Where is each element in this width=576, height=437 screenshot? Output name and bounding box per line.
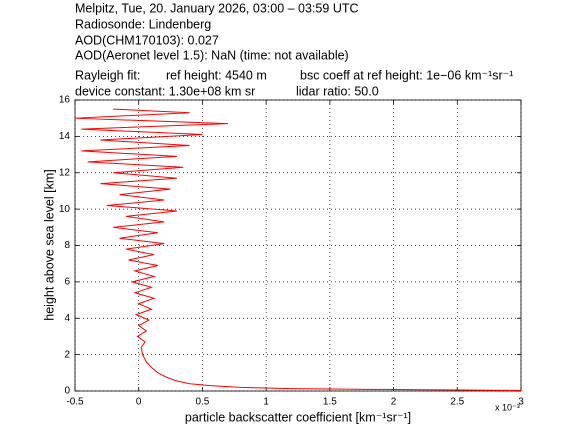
y-tick-label: 0 <box>64 386 70 397</box>
x-tick-label: 3 <box>518 397 524 408</box>
y-tick-label: 12 <box>59 167 71 178</box>
x-tick-label: 2 <box>391 397 397 408</box>
x-tick-label: 2.5 <box>450 397 464 408</box>
y-tick-label: 2 <box>64 349 70 360</box>
device-constant: device constant: 1.30e+08 km sr <box>75 84 255 98</box>
profile-line <box>74 108 522 391</box>
rayleigh-label: Rayleigh fit: <box>75 68 140 82</box>
plot-frame <box>74 99 522 392</box>
rayleigh-height: ref height: 4540 m <box>166 68 267 82</box>
y-axis-label: height above sea level [km] <box>42 169 56 320</box>
x-tick-label: -0.5 <box>66 397 84 408</box>
x-tick-label: 1 <box>263 397 269 408</box>
header-line: AOD(Aeronet level 1.5): NaN (time: not a… <box>75 48 349 62</box>
lidar-ratio: lidar ratio: 50.0 <box>296 84 379 98</box>
header-line: Radiosonde: Lindenberg <box>75 17 211 31</box>
y-tick-label: 6 <box>64 277 70 288</box>
x-tick-label: 0 <box>136 397 142 408</box>
y-tick-label: 14 <box>59 131 71 142</box>
rayleigh-bsc: bsc coeff at ref height: 1e−06 km⁻¹sr⁻¹ <box>300 68 513 82</box>
y-tick-label: 8 <box>64 240 70 251</box>
x-tick-label: 0.5 <box>195 397 209 408</box>
y-tick-label: 10 <box>59 204 71 215</box>
x-tick-label: 1.5 <box>323 397 337 408</box>
header-line: Melpitz, Tue, 20. January 2026, 03:00 – … <box>75 1 359 15</box>
y-tick-label: 4 <box>64 313 70 324</box>
x-axis-label: particle backscatter coefficient [km⁻¹sr… <box>185 410 411 424</box>
header-line: AOD(CHM170103): 0.027 <box>75 33 219 47</box>
x-multiplier: x 10⁻³ <box>495 402 520 412</box>
y-tick-label: 16 <box>59 95 71 106</box>
